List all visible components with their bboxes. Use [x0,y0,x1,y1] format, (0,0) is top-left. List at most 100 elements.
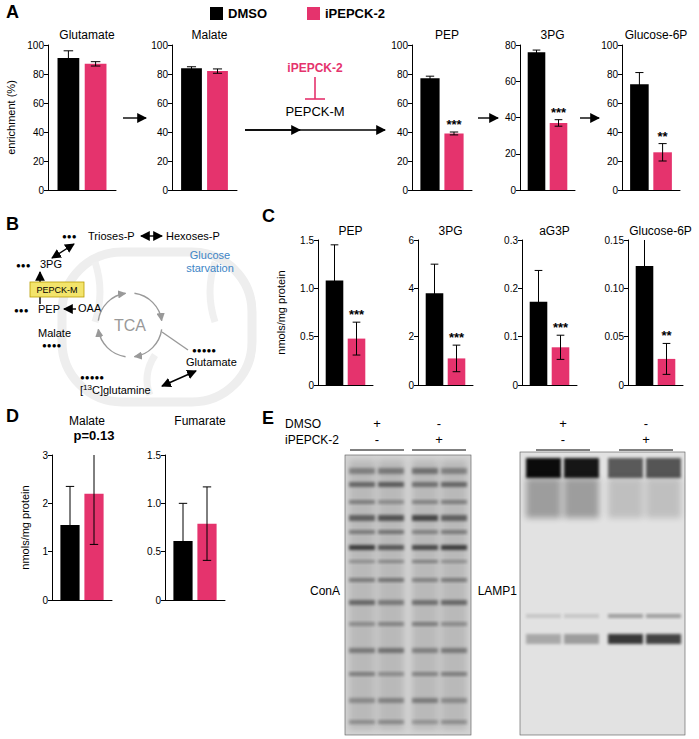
svg-text:PEP: PEP [38,303,60,315]
svg-text:+: + [559,416,567,431]
svg-text:●●●●: ●●●● [42,341,61,350]
svg-text:●●●●●: ●●●●● [192,346,216,355]
svg-text:-: - [644,416,648,431]
svg-text:enrichment (%): enrichment (%) [5,80,17,155]
svg-text:***: *** [553,320,569,335]
svg-text:0.5: 0.5 [300,331,314,342]
svg-text:0: 0 [42,595,48,606]
svg-text:0.3: 0.3 [504,235,518,246]
svg-text:nmols/mg protein: nmols/mg protein [19,485,31,569]
svg-text:1.0: 1.0 [300,283,314,294]
svg-text:1: 1 [42,546,48,557]
svg-text:C: C [262,206,275,226]
svg-text:40: 40 [397,127,409,138]
svg-text:A: A [6,2,19,22]
svg-text:-: - [561,432,565,447]
svg-text:60: 60 [157,98,169,109]
svg-text:1.5: 1.5 [300,235,314,246]
svg-text:**: ** [661,328,672,343]
svg-text:ConA: ConA [310,584,340,598]
svg-text:3PG: 3PG [540,28,564,42]
svg-text:60: 60 [505,76,517,87]
svg-text:***: *** [349,307,365,322]
svg-text:0: 0 [408,380,414,391]
svg-text:100: 100 [601,40,618,51]
svg-text:Malate: Malate [191,28,227,42]
svg-text:D: D [6,406,19,426]
svg-text:PEPCK-M: PEPCK-M [36,285,77,295]
svg-text:Glutamate: Glutamate [59,28,115,42]
svg-text:100: 100 [151,40,168,51]
svg-text:0: 0 [618,380,624,391]
svg-text:Glutamate: Glutamate [186,356,237,368]
svg-text:80: 80 [397,69,409,80]
svg-text:0: 0 [402,185,408,196]
svg-text:-: - [437,416,441,431]
svg-text:iPEPCK-2: iPEPCK-2 [287,61,343,75]
svg-text:2: 2 [42,498,48,509]
svg-text:TCA: TCA [114,317,146,334]
svg-text:**: ** [658,129,669,144]
svg-text:3PG: 3PG [40,258,62,270]
svg-text:●●●: ●●● [62,232,77,241]
svg-text:20: 20 [157,156,169,167]
svg-text:20: 20 [33,156,45,167]
svg-text:100: 100 [27,40,44,51]
svg-text:40: 40 [157,127,169,138]
svg-text:40: 40 [505,112,517,123]
svg-text:nmols/mg protein: nmols/mg protein [275,270,287,354]
svg-text:Glucose-6P: Glucose-6P [625,28,688,42]
svg-text:0.2: 0.2 [504,283,518,294]
svg-text:***: *** [449,330,465,345]
svg-text:PEP: PEP [338,224,362,238]
svg-text:starvation: starvation [186,262,234,274]
svg-text:1.0: 1.0 [147,498,161,509]
svg-text:0: 0 [38,185,44,196]
svg-text:B: B [6,214,19,234]
svg-text:Fumarate: Fumarate [174,414,226,428]
svg-text:[13C]glutamine: [13C]glutamine [80,383,151,396]
svg-text:Malate: Malate [38,327,71,339]
svg-text:●●●: ●●● [16,261,31,270]
svg-text:100: 100 [391,40,408,51]
svg-text:60: 60 [397,98,409,109]
svg-text:3: 3 [42,450,48,461]
svg-text:20: 20 [505,148,517,159]
svg-text:80: 80 [157,69,169,80]
svg-text:●●●●●: ●●●●● [80,373,104,382]
svg-text:OAA: OAA [78,302,102,314]
svg-text:0: 0 [612,185,618,196]
svg-text:4: 4 [408,283,414,294]
svg-text:0.1: 0.1 [504,331,518,342]
svg-text:+: + [435,432,443,447]
svg-text:-: - [375,432,379,447]
svg-text:***: *** [446,117,462,132]
svg-text:DMSO: DMSO [285,417,321,431]
svg-text:PEP: PEP [435,28,459,42]
svg-text:iPEPCK-2: iPEPCK-2 [285,433,339,447]
svg-text:0.5: 0.5 [147,546,161,557]
svg-text:60: 60 [33,98,45,109]
svg-text:80: 80 [607,69,619,80]
svg-text:20: 20 [397,156,409,167]
svg-text:2: 2 [408,331,414,342]
svg-text:aG3P: aG3P [539,224,570,238]
svg-text:40: 40 [33,127,45,138]
svg-text:p=0.13: p=0.13 [74,428,115,443]
svg-text:40: 40 [607,127,619,138]
svg-text:Malate: Malate [69,414,105,428]
svg-text:20: 20 [607,156,619,167]
svg-text:Glucose: Glucose [190,249,230,261]
svg-text:0: 0 [308,380,314,391]
svg-text:+: + [642,432,650,447]
svg-text:0.10: 0.10 [605,283,625,294]
svg-text:80: 80 [505,40,517,51]
svg-text:1.5: 1.5 [147,450,161,461]
svg-text:60: 60 [607,98,619,109]
svg-text:Hexoses-P: Hexoses-P [166,230,220,242]
svg-text:80: 80 [33,69,45,80]
svg-text:***: *** [551,105,567,120]
svg-text:+: + [373,416,381,431]
svg-text:0: 0 [155,595,161,606]
svg-text:0.05: 0.05 [605,331,625,342]
